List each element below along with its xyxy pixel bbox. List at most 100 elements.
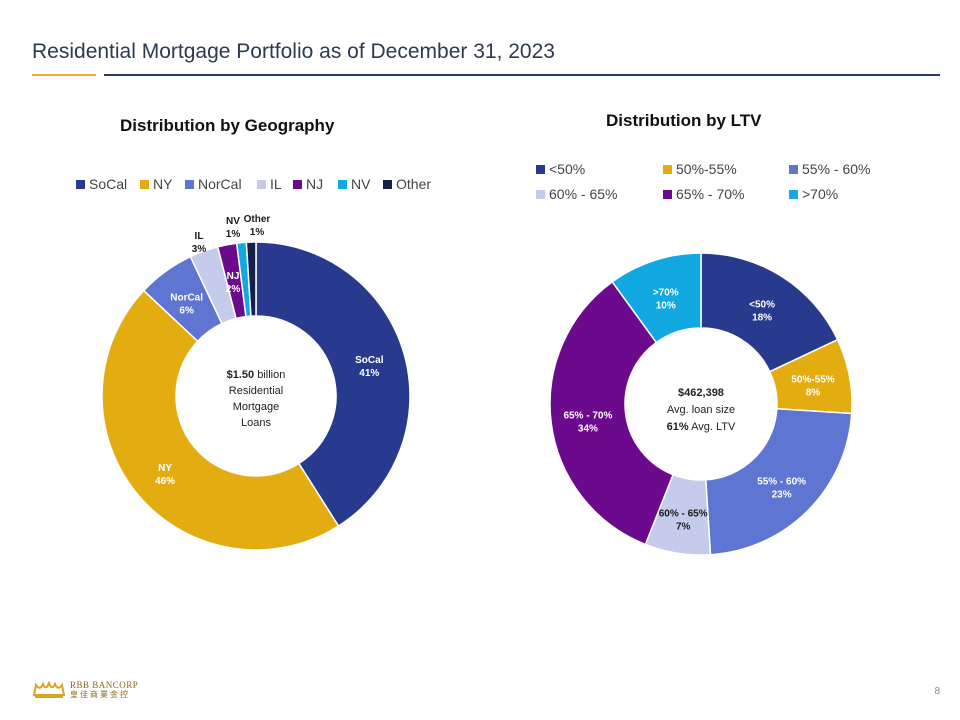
ltv-legend-item-70: >70% (789, 186, 838, 202)
crown-icon (32, 681, 66, 698)
ltv-center-line2: Avg. loan size (667, 404, 735, 416)
geo-legend-item-norcal: NorCal (185, 176, 242, 192)
ltv-legend-item-50-55: 50%-55% (663, 161, 737, 177)
ltv-slice-value-50: 18% (752, 313, 772, 324)
ltv-slice-value-50-55: 8% (806, 388, 821, 399)
ltv-legend-item-50: <50% (536, 161, 585, 177)
geo-center-line2: Residential (229, 385, 283, 397)
geo-slice-value-norcal: 6% (179, 306, 194, 317)
geo-slice-value-socal: 41% (359, 368, 379, 379)
ltv-slice-70 (611, 252, 702, 344)
geo-slice-label-other: Other (244, 214, 271, 225)
ltv-slice-50 (700, 252, 839, 373)
geo-legend-label-il: IL (270, 176, 282, 192)
ltv-slice-65-70 (549, 280, 674, 546)
ltv-legend-swatch-50 (536, 164, 545, 174)
geo-slice-value-ny: 46% (155, 476, 175, 487)
geo-legend-swatch-other (383, 179, 392, 189)
geo-slice-label-norcal: NorCal (170, 293, 203, 304)
geo-legend-swatch-ny (140, 179, 149, 189)
ltv-legend-label-60-65: 60% - 65% (549, 186, 618, 202)
geo-legend-item-nj: NJ (293, 176, 323, 192)
geo-center-amount: $1.50 (227, 369, 255, 381)
svg-text:$1.50 billion: $1.50 billion (227, 369, 286, 381)
geo-slice-label-il: IL (195, 231, 204, 242)
ltv-donut (549, 252, 853, 556)
geo-legend-label-socal: SoCal (89, 176, 128, 192)
geo-donut (101, 241, 411, 551)
ltv-legend-label-70: >70% (802, 186, 839, 202)
geo-center-unit: billion (254, 369, 285, 381)
ltv-center-text: $462,398 Avg. loan size 61% Avg. LTV (667, 387, 736, 433)
geo-legend-item-nv: NV (338, 176, 370, 192)
ltv-slice-labels: <50% 18% 50%-55% 8% 55% - 60% 23% 60% - 65% 7% 6… (563, 288, 834, 533)
ltv-legend-label-50: <50% (549, 161, 586, 177)
ltv-slice-value-55-60: 23% (772, 490, 792, 501)
ltv-legend-item-65-70: 65% - 70% (663, 186, 744, 202)
ltv-legend-swatch-65-70 (663, 189, 672, 199)
ltv-slice-label-60-65: 60% - 65% (659, 509, 708, 520)
brand-name-cn: 皇佳商業金控 (70, 690, 130, 699)
ltv-slice-value-60-65: 7% (676, 522, 691, 533)
geo-slice-value-nv: 1% (226, 229, 241, 240)
geo-legend-item-il: IL (257, 176, 282, 192)
ltv-slice-label-50: <50% (749, 300, 775, 311)
ltv-center-line1: $462,398 (678, 387, 724, 399)
geo-slice-label-socal: SoCal (355, 355, 384, 366)
ltv-legend-swatch-70 (789, 189, 798, 199)
brand-name: RBB BANCORP (70, 680, 139, 690)
svg-text:61% Avg. LTV: 61% Avg. LTV (667, 421, 736, 433)
ltv-legend-swatch-55-60 (789, 164, 798, 174)
geo-legend-label-nv: NV (351, 176, 371, 192)
ltv-slice-55-60 (704, 407, 853, 556)
ltv-legend-item-55-60: 55% - 60% (789, 161, 870, 177)
geo-slice-other (245, 241, 257, 317)
geo-legend-label-nj: NJ (306, 176, 324, 192)
geo-center-text: $1.50 billion Residential Mortgage Loans (227, 369, 286, 429)
ltv-slice-label-70: >70% (653, 288, 679, 299)
geo-slice-label-nj: NJ (227, 271, 240, 282)
ltv-center-bold: 61% (667, 421, 689, 433)
geo-legend-label-norcal: NorCal (198, 176, 242, 192)
ltv-legend-swatch-60-65 (536, 189, 545, 199)
ltv-legend-label-65-70: 65% - 70% (676, 186, 745, 202)
geo-legend-item-other: Other (383, 176, 431, 192)
ltv-legend-swatch-50-55 (663, 164, 672, 174)
geo-legend-swatch-il (257, 179, 266, 189)
geo-legend-item-socal: SoCal (76, 176, 127, 192)
ltv-center-rest: Avg. LTV (689, 421, 736, 433)
ltv-slice-label-55-60: 55% - 60% (757, 477, 806, 488)
ltv-slice-value-70: 10% (656, 301, 676, 312)
page-number: 8 (934, 686, 940, 697)
ltv-legend-label-50-55: 50%-55% (676, 161, 737, 177)
geo-legend-swatch-nj (293, 179, 302, 189)
geo-legend-swatch-socal (76, 179, 85, 189)
page-title: Residential Mortgage Portfolio as of Dec… (32, 40, 555, 63)
ltv-slice-label-65-70: 65% - 70% (563, 410, 612, 421)
ltv-slice-label-50-55: 50%-55% (791, 375, 834, 386)
geo-legend-label-ny: NY (153, 176, 173, 192)
geo-legend-swatch-nv (338, 179, 347, 189)
company-logo: RBB BANCORP 皇佳商業金控 (32, 680, 138, 700)
geo-chart-title: Distribution by Geography (120, 116, 335, 135)
geo-slice-ny (101, 289, 340, 551)
ltv-slice-value-65-70: 34% (578, 423, 598, 434)
geo-slice-value-nj: 2% (226, 284, 241, 295)
geo-slice-label-nv: NV (226, 216, 240, 227)
geo-center-line4: Loans (241, 417, 271, 429)
geo-slice-socal (255, 241, 411, 528)
geo-slice-value-other: 1% (250, 227, 265, 238)
geo-legend-label-other: Other (396, 176, 432, 192)
ltv-legend-item-60-65: 60% - 65% (536, 186, 617, 202)
geo-slice-value-il: 3% (192, 244, 207, 255)
geo-slice-label-ny: NY (158, 463, 172, 474)
geo-center-line3: Mortgage (233, 401, 279, 413)
ltv-legend-label-55-60: 55% - 60% (802, 161, 871, 177)
title-rule (104, 74, 940, 76)
title-rule-accent (32, 74, 96, 76)
geo-legend-swatch-norcal (185, 179, 194, 189)
ltv-chart-title: Distribution by LTV (606, 111, 762, 130)
geo-legend-item-ny: NY (140, 176, 172, 192)
